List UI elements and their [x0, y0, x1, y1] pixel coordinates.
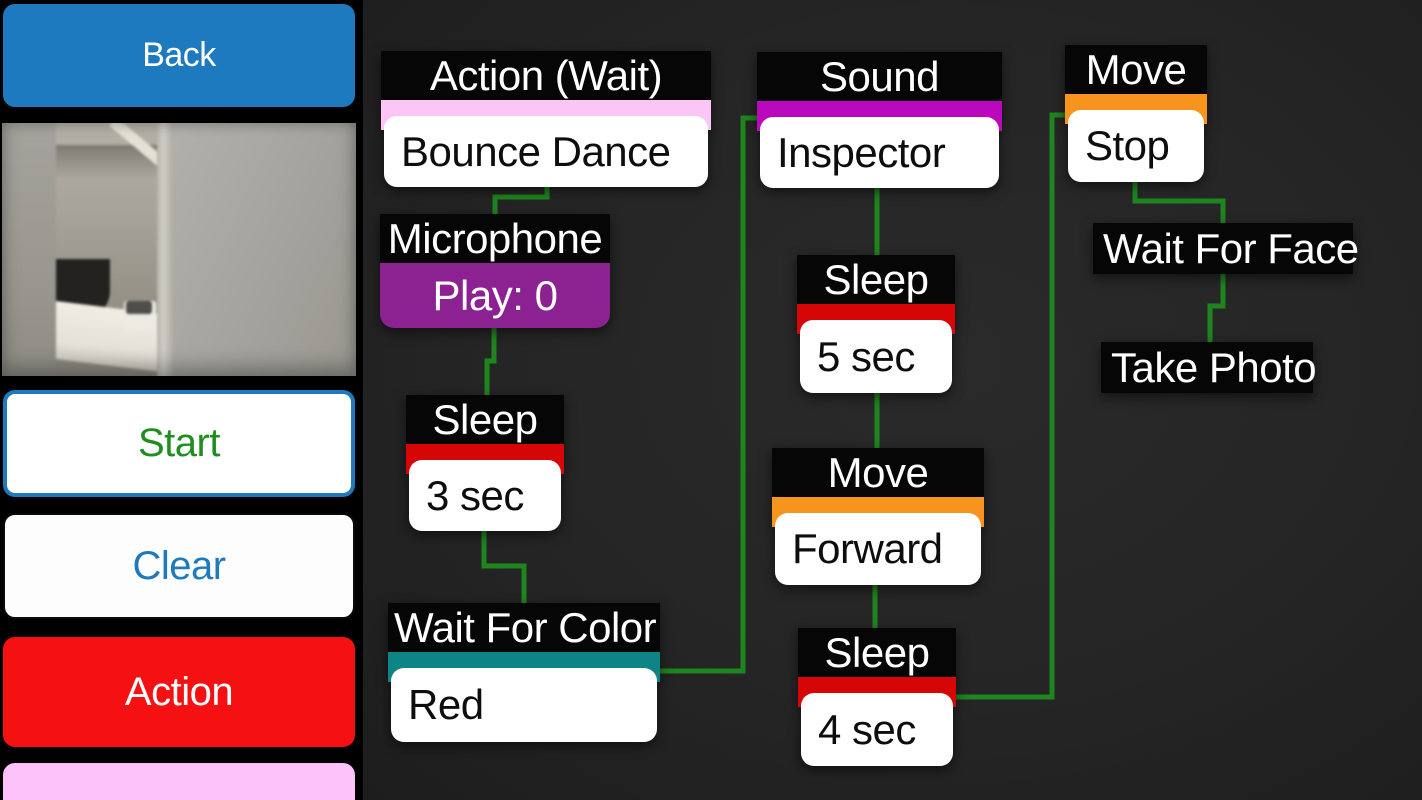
block-value: Red: [391, 668, 657, 742]
block-value: 5 sec: [800, 320, 952, 393]
back-button[interactable]: Back: [3, 4, 355, 107]
camera-cabinet-edge: [157, 123, 173, 376]
block-title: Wait For Color: [388, 603, 660, 652]
block-value: Inspector: [760, 117, 999, 188]
block-title: Sleep: [406, 395, 564, 444]
block-value: 4 sec: [801, 693, 953, 766]
block-title: Microphone: [380, 214, 610, 263]
block-value: Play: 0: [380, 263, 610, 328]
camera-small-object-cap: [126, 301, 152, 314]
block-action-wait[interactable]: Action (Wait) Bounce Dance: [381, 51, 711, 187]
block-take-photo[interactable]: Take Photo: [1101, 342, 1317, 393]
block-title: Sleep: [798, 628, 956, 677]
pink-category-button[interactable]: [3, 763, 355, 800]
camera-small-object: [124, 301, 156, 329]
block-title: Move: [772, 448, 984, 497]
block-value: Stop: [1068, 110, 1204, 182]
block-sleep-2[interactable]: Sleep 5 sec: [797, 255, 955, 393]
block-value: Bounce Dance: [384, 116, 708, 187]
block-microphone[interactable]: Microphone Play: 0: [380, 214, 610, 328]
camera-left-panel: [2, 123, 56, 376]
block-wait-for-face[interactable]: Wait For Face: [1093, 223, 1359, 274]
sidebar: Back Start Clear Action: [0, 0, 363, 800]
block-title: Action (Wait): [381, 51, 711, 100]
camera-right-wall: [173, 123, 356, 376]
block-sleep-1[interactable]: Sleep 3 sec: [406, 395, 564, 531]
clear-button[interactable]: Clear: [3, 513, 355, 619]
camera-preview: [2, 123, 356, 376]
block-move-stop[interactable]: Move Stop: [1065, 45, 1207, 182]
block-move-forward[interactable]: Move Forward: [772, 448, 984, 585]
block-title: Sleep: [797, 255, 955, 304]
block-sleep-3[interactable]: Sleep 4 sec: [798, 628, 956, 766]
block-value: 3 sec: [409, 460, 561, 531]
action-button[interactable]: Action: [3, 637, 355, 747]
block-wait-for-color[interactable]: Wait For Color Red: [388, 603, 660, 742]
camera-photo: [2, 123, 356, 376]
start-button[interactable]: Start: [3, 390, 355, 497]
block-title: Sound: [757, 52, 1002, 101]
block-title: Move: [1065, 45, 1207, 94]
block-value: Forward: [775, 513, 981, 585]
camera-vignette: [2, 123, 356, 376]
block-sound[interactable]: Sound Inspector: [757, 52, 1002, 188]
